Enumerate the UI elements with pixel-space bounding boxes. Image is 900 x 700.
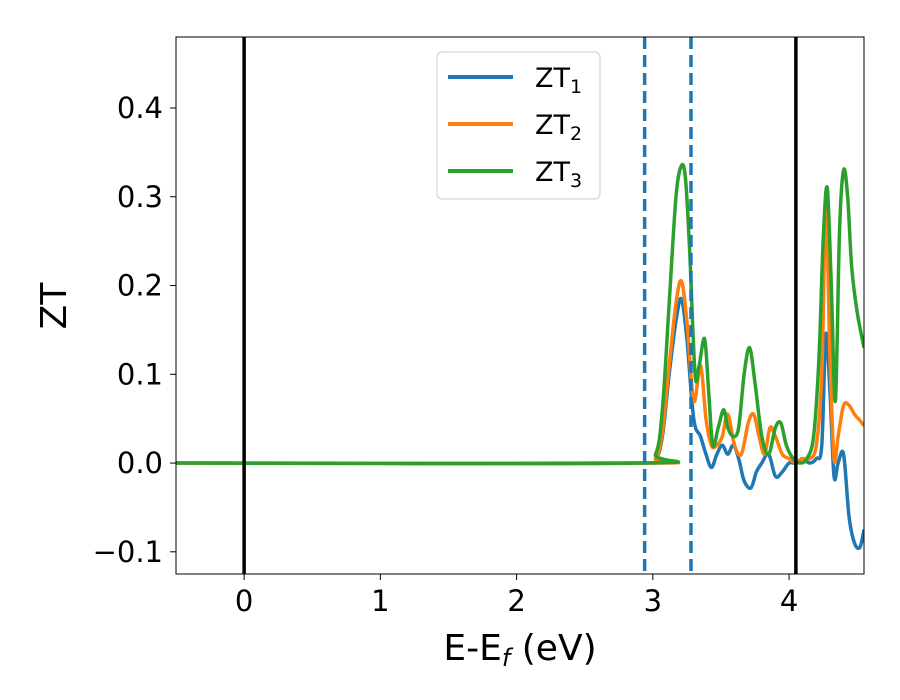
- y-axis-label: ZT: [34, 282, 75, 330]
- x-tick-label: 4: [780, 584, 798, 618]
- x-tick-label: 2: [507, 584, 525, 618]
- legend-label-zt3: ZT3: [535, 157, 582, 192]
- y-tick-label: 0.4: [117, 91, 163, 125]
- y-tick-label: 0.0: [117, 446, 163, 480]
- reference-lines: [242, 37, 798, 574]
- x-axis: 0 1 2 3 4: [235, 574, 798, 618]
- y-axis: −0.1 0.0 0.1 0.2 0.3 0.4: [93, 91, 176, 569]
- series-line-zt3: [176, 162, 864, 466]
- plot-area: [175, 36, 865, 575]
- legend-label-zt1: ZT1: [535, 63, 582, 98]
- series-line-zt2: [176, 203, 864, 466]
- x-tick-label: 3: [644, 584, 662, 618]
- y-tick-label: 0.1: [117, 357, 163, 391]
- series-layer: [176, 162, 864, 551]
- legend-label-zt2: ZT2: [535, 110, 582, 145]
- y-tick-label: −0.1: [93, 535, 163, 569]
- y-tick-label: 0.2: [117, 269, 163, 303]
- plot-frame: [175, 36, 865, 575]
- legend: ZT1 ZT2 ZT3: [436, 51, 601, 200]
- legend-box: [436, 51, 601, 200]
- y-tick-label: 0.3: [117, 180, 163, 214]
- x-axis-label: E-Ef (eV): [443, 628, 596, 672]
- x-tick-label: 0: [235, 584, 253, 618]
- x-tick-label: 1: [371, 584, 389, 618]
